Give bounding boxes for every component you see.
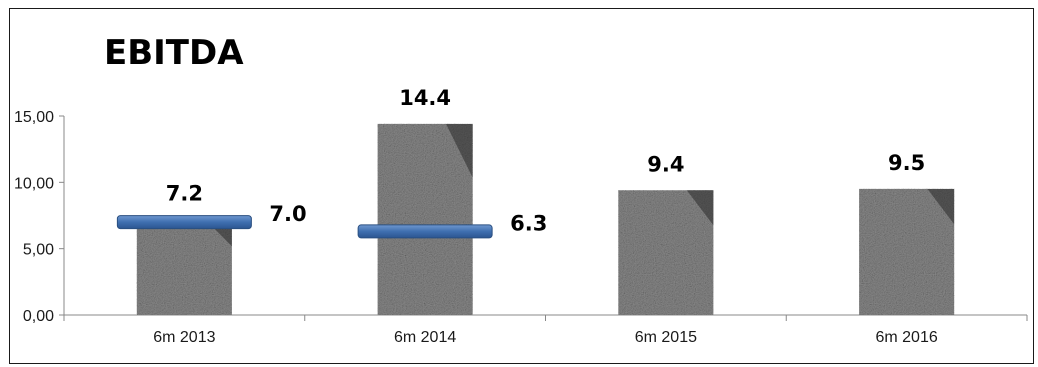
y-tick-label: 15,00 xyxy=(14,109,54,126)
data-labels: 7.2 14.4 9.4 9.5 7.0 6.3 xyxy=(166,86,925,235)
y-tick-label: 5,00 xyxy=(23,242,54,259)
bar-data-label: 9.5 xyxy=(888,151,925,175)
bar xyxy=(618,190,713,315)
bar-data-label: 7.2 xyxy=(166,181,203,205)
x-tick-label: 6m 2015 xyxy=(635,329,697,346)
marker-data-label: 7.0 xyxy=(269,202,306,226)
y-tick-label: 10,00 xyxy=(14,175,54,192)
marker-data-label: 6.3 xyxy=(510,211,547,235)
bar xyxy=(378,124,473,315)
chart-title: EBITDA xyxy=(104,33,244,73)
marker-bar xyxy=(117,216,251,229)
y-tick-label: 0,00 xyxy=(23,308,54,325)
bar xyxy=(859,189,954,315)
x-tick-label: 6m 2016 xyxy=(875,329,937,346)
marker-bar xyxy=(358,225,492,238)
bar-data-label: 9.4 xyxy=(647,152,684,176)
x-tick-label: 6m 2013 xyxy=(153,329,215,346)
bar xyxy=(137,219,232,315)
bar-data-label: 14.4 xyxy=(399,86,451,110)
x-tick-label: 6m 2014 xyxy=(394,329,456,346)
